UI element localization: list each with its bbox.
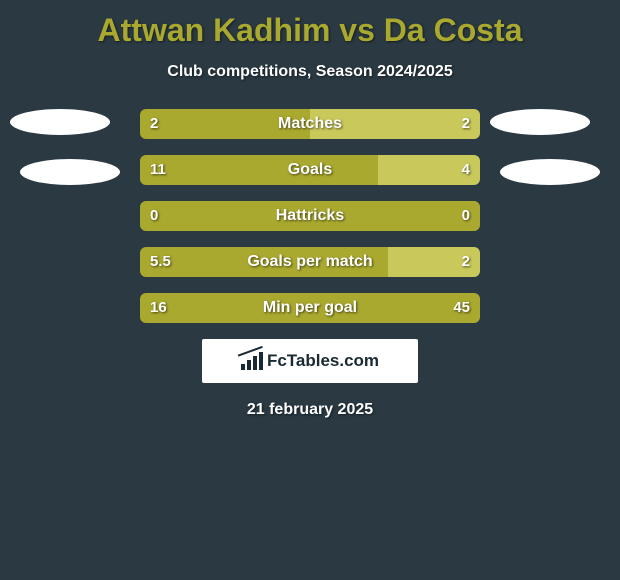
bar-track [140, 109, 480, 139]
value-left: 16 [150, 293, 167, 323]
value-left: 11 [150, 155, 166, 185]
stat-row: 16 45 Min per goal [0, 293, 620, 323]
value-left: 2 [150, 109, 158, 139]
stat-row: 2 2 Matches [0, 109, 620, 139]
bar-track [140, 201, 480, 231]
value-right: 4 [462, 155, 470, 185]
stat-row: 11 4 Goals [0, 155, 620, 185]
comparison-chart: 2 2 Matches 11 4 Goals 0 0 Hattricks 5.5… [0, 109, 620, 323]
stat-row: 0 0 Hattricks [0, 201, 620, 231]
value-right: 2 [462, 109, 470, 139]
value-right: 2 [462, 247, 470, 277]
bar-left [140, 155, 378, 185]
date-text: 21 february 2025 [0, 401, 620, 419]
bar-track [140, 155, 480, 185]
brand-badge: FcTables.com [202, 339, 418, 383]
bar-left [140, 293, 480, 323]
bar-track [140, 293, 480, 323]
value-left: 0 [150, 201, 158, 231]
value-left: 5.5 [150, 247, 171, 277]
bar-left [140, 109, 310, 139]
bar-track [140, 247, 480, 277]
brand-text: FcTables.com [267, 351, 379, 371]
value-right: 0 [462, 201, 470, 231]
subtitle: Club competitions, Season 2024/2025 [0, 63, 620, 81]
bar-right [310, 109, 480, 139]
page-title: Attwan Kadhim vs Da Costa [0, 0, 620, 49]
bar-left [140, 201, 480, 231]
chart-icon [241, 352, 263, 370]
bar-left [140, 247, 388, 277]
stat-row: 5.5 2 Goals per match [0, 247, 620, 277]
value-right: 45 [453, 293, 470, 323]
